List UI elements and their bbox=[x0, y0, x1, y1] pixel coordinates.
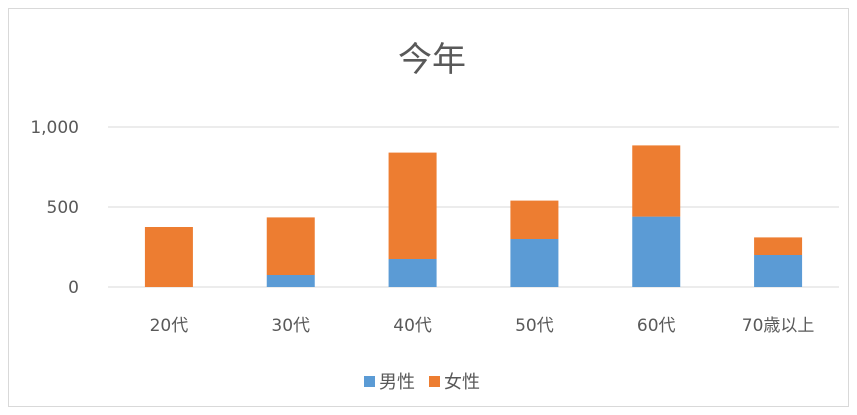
bar-segment bbox=[632, 145, 681, 217]
x-tick-label: 30代 bbox=[271, 316, 310, 336]
y-tick-label: 0 bbox=[68, 278, 79, 298]
bar-segment bbox=[632, 216, 681, 287]
bar-segment bbox=[510, 200, 559, 239]
legend-swatch bbox=[364, 376, 375, 387]
bars bbox=[144, 145, 803, 287]
bar-segment bbox=[510, 239, 559, 287]
x-tick-label: 50代 bbox=[515, 316, 554, 336]
bar-segment bbox=[754, 237, 803, 255]
legend-label: 女性 bbox=[444, 372, 480, 393]
bar-segment bbox=[266, 275, 315, 287]
legend-swatch bbox=[429, 376, 440, 387]
y-tick-label: 500 bbox=[47, 198, 79, 218]
bar-segment bbox=[388, 259, 437, 287]
bar-segment bbox=[266, 217, 315, 275]
chart-title: 今年 bbox=[398, 40, 466, 80]
x-tick-label: 20代 bbox=[150, 316, 189, 336]
gridlines bbox=[108, 126, 839, 288]
bar-segment bbox=[144, 227, 193, 287]
bar-segment bbox=[754, 255, 803, 287]
y-tick-label: 1,000 bbox=[30, 118, 79, 138]
bar-segment bbox=[388, 152, 437, 259]
legend-label: 男性 bbox=[379, 372, 415, 393]
legend: 男性 女性 bbox=[364, 372, 480, 393]
x-tick-label: 70歳以上 bbox=[742, 316, 815, 336]
x-tick-label: 40代 bbox=[393, 316, 432, 336]
y-axis-ticks: 0 500 1,000 bbox=[30, 118, 79, 298]
x-axis-ticks: 20代 30代 40代 50代 60代 70歳以上 bbox=[150, 316, 815, 336]
x-tick-label: 60代 bbox=[637, 316, 676, 336]
